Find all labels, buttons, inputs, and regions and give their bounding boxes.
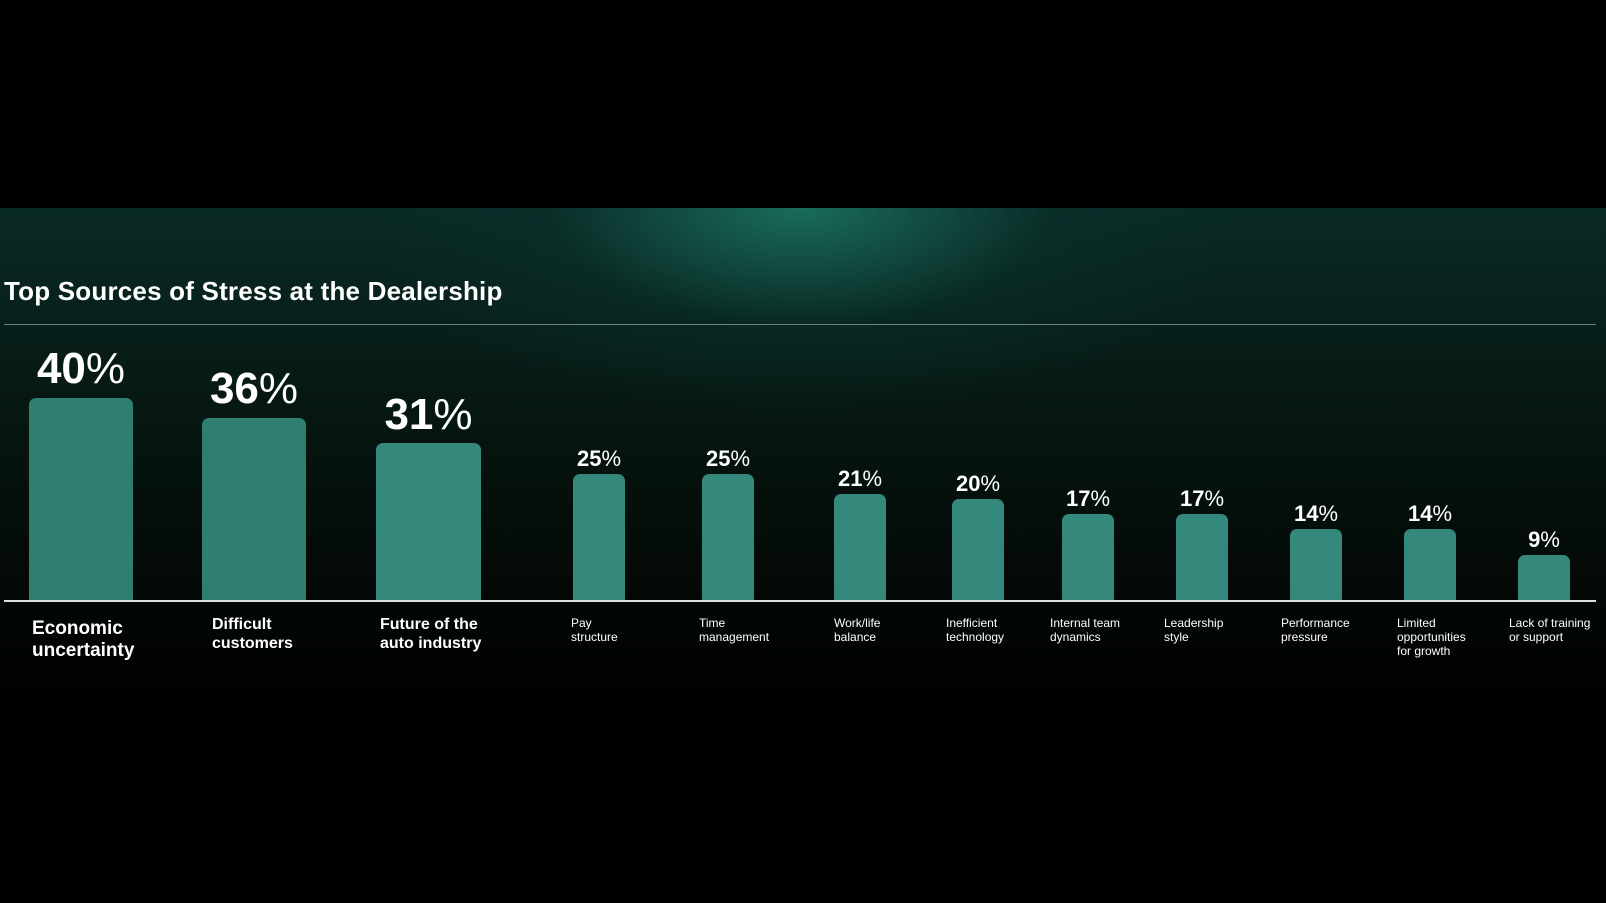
bar-value-label: 25% <box>576 445 622 471</box>
bar-value-label: 21% <box>837 465 883 491</box>
bar <box>573 473 625 600</box>
bar-value-label: 14% <box>1407 501 1453 527</box>
bar <box>834 493 886 600</box>
bar-value-label: 31% <box>384 389 473 439</box>
category-label: Future of the auto industry <box>380 616 482 652</box>
bar <box>1176 514 1228 600</box>
bar-value-label: 9% <box>1528 526 1560 552</box>
bar <box>702 473 754 600</box>
category-label: Lack of training or support <box>1509 616 1591 645</box>
bar-value-label: 40% <box>36 344 126 394</box>
category-label: Leadership style <box>1164 616 1224 645</box>
bar-value-label: 14% <box>1293 501 1339 527</box>
category-label: Economic uncertainty <box>32 618 135 662</box>
bar <box>1290 529 1342 600</box>
chart-baseline <box>4 600 1596 602</box>
category-label: Inefficient technology <box>946 616 1005 645</box>
category-label: Internal team dynamics <box>1050 616 1121 645</box>
bar <box>952 499 1004 600</box>
title-divider <box>4 324 1596 325</box>
bar-value-label: 36% <box>209 364 299 414</box>
bar-value-label: 17% <box>1179 486 1225 512</box>
bar <box>1062 514 1114 600</box>
bar-value-label: 17% <box>1065 486 1111 512</box>
category-label: Limited opportunities for growth <box>1397 616 1466 659</box>
category-label: Difficult customers <box>212 616 293 652</box>
category-label: Work/life balance <box>834 616 881 645</box>
bar <box>1518 554 1570 600</box>
bar <box>1404 529 1456 600</box>
bar <box>376 443 481 600</box>
category-label: Performance pressure <box>1281 616 1350 645</box>
category-label: Pay structure <box>571 616 618 645</box>
chart-title: Top Sources of Stress at the Dealership <box>4 276 503 306</box>
bar <box>29 398 133 600</box>
bar <box>202 418 306 600</box>
bar-value-label: 20% <box>955 471 1001 497</box>
bar-value-label: 25% <box>705 445 751 471</box>
category-label: Time management <box>699 616 770 645</box>
